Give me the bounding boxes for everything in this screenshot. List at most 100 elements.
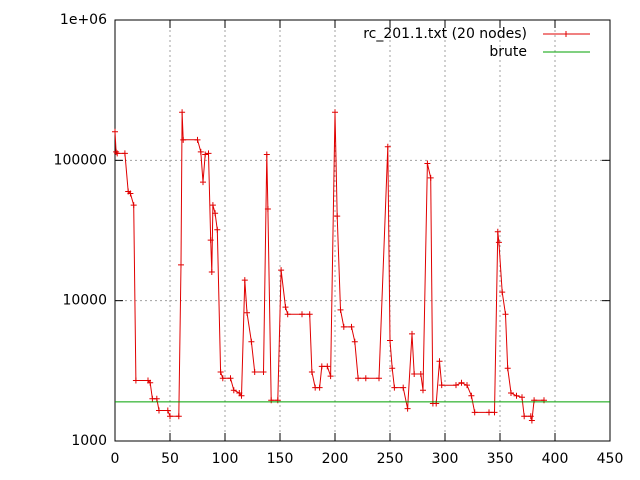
point-marker (486, 409, 492, 416)
point-marker (205, 150, 212, 157)
legend-label: rc_201.1.txt (20 nodes) (363, 26, 527, 42)
x-tick-label: 450 (597, 451, 624, 467)
point-marker (202, 151, 209, 158)
point-marker (197, 148, 204, 155)
point-marker (376, 375, 382, 382)
point-marker (227, 375, 234, 382)
point-marker (217, 369, 224, 376)
y-tick-label: 10000 (62, 293, 107, 309)
point-marker (468, 392, 475, 399)
point-marker (417, 371, 424, 378)
x-tick-label: 300 (432, 451, 459, 467)
point-marker (282, 304, 289, 311)
point-marker (308, 369, 315, 376)
point-marker (389, 365, 396, 372)
plot-frame (114, 19, 611, 442)
point-marker (351, 338, 358, 345)
point-marker (494, 228, 501, 235)
point-marker (164, 407, 171, 414)
y-tick-label: 100000 (54, 152, 107, 168)
point-marker (427, 174, 434, 181)
point-marker (508, 389, 514, 396)
legend-marker (563, 31, 569, 37)
point-marker (334, 213, 341, 220)
point-marker (264, 205, 271, 212)
point-marker (263, 151, 270, 158)
point-marker (502, 311, 509, 318)
point-marker (156, 407, 162, 414)
point-marker (391, 384, 398, 391)
point-marker (438, 382, 445, 389)
point-marker (527, 413, 534, 420)
point-marker (324, 363, 331, 370)
point-marker (411, 371, 418, 378)
point-marker (244, 309, 250, 316)
point-marker (409, 330, 415, 337)
point-marker (167, 413, 173, 420)
point-marker (453, 382, 459, 389)
point-marker (424, 160, 431, 167)
x-tick-label: 200 (322, 451, 349, 467)
x-tick-label: 150 (267, 451, 294, 467)
point-marker (180, 136, 187, 143)
point-marker (400, 384, 407, 391)
point-marker (332, 109, 338, 116)
x-tick-label: 100 (212, 451, 239, 467)
point-marker (495, 239, 502, 246)
point-marker (337, 306, 344, 313)
x-tick-label: 350 (487, 451, 514, 467)
point-marker (130, 202, 137, 209)
point-marker (278, 267, 285, 274)
point-marker (194, 136, 201, 143)
point-marker (238, 392, 245, 399)
point-marker (362, 375, 369, 382)
point-marker (284, 311, 291, 318)
point-marker (219, 375, 226, 382)
x-tick-label: 250 (377, 451, 404, 467)
point-marker (209, 202, 216, 209)
point-marker (207, 237, 214, 244)
point-marker (175, 413, 182, 420)
point-marker (499, 289, 506, 296)
y-tick-label: 1000 (71, 433, 107, 449)
point-marker (458, 379, 465, 386)
point-marker (251, 369, 258, 376)
point-marker (132, 377, 139, 384)
point-marker (230, 387, 237, 394)
point-marker (121, 150, 128, 157)
point-marker (464, 382, 470, 389)
point-marker (214, 226, 221, 233)
point-marker (519, 394, 525, 401)
series-line (114, 112, 544, 421)
point-marker (200, 179, 206, 186)
point-marker (127, 190, 134, 197)
point-marker (260, 369, 267, 376)
point-marker (147, 379, 154, 386)
point-marker (179, 109, 186, 116)
point-marker (241, 277, 248, 284)
point-marker (436, 358, 443, 365)
point-marker (112, 128, 118, 135)
point-marker (299, 311, 305, 318)
point-marker (355, 375, 362, 382)
point-marker (513, 392, 520, 399)
point-marker (208, 269, 215, 276)
point-marker (114, 150, 121, 157)
point-marker (420, 387, 426, 394)
x-tick-label: 0 (111, 451, 120, 467)
x-tick-label: 400 (542, 451, 569, 467)
point-marker (318, 363, 325, 370)
point-marker (384, 143, 391, 150)
point-marker (153, 395, 160, 402)
point-marker (306, 311, 313, 318)
point-marker (387, 337, 393, 344)
point-marker (504, 365, 511, 372)
legend-label: brute (489, 44, 527, 60)
point-marker (528, 417, 535, 424)
y-tick-label: 1e+06 (60, 12, 107, 28)
x-tick-label: 50 (161, 451, 179, 467)
point-marker (340, 323, 347, 330)
point-marker (471, 409, 478, 416)
